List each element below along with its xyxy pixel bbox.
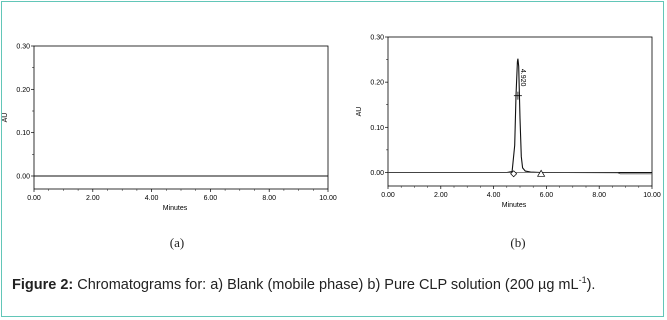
caption-text: Chromatograms for: a) Blank (mobile phas… [73,277,579,293]
figure-caption: Figure 2: Chromatograms for: a) Blank (m… [12,275,657,295]
caption-label: Figure 2: [12,277,74,293]
caption-text-end: ). [586,277,596,293]
panel-b-label: (b) [510,235,526,250]
caption-superscript: -1 [578,275,587,286]
panel-a-label: (a) [169,235,185,250]
